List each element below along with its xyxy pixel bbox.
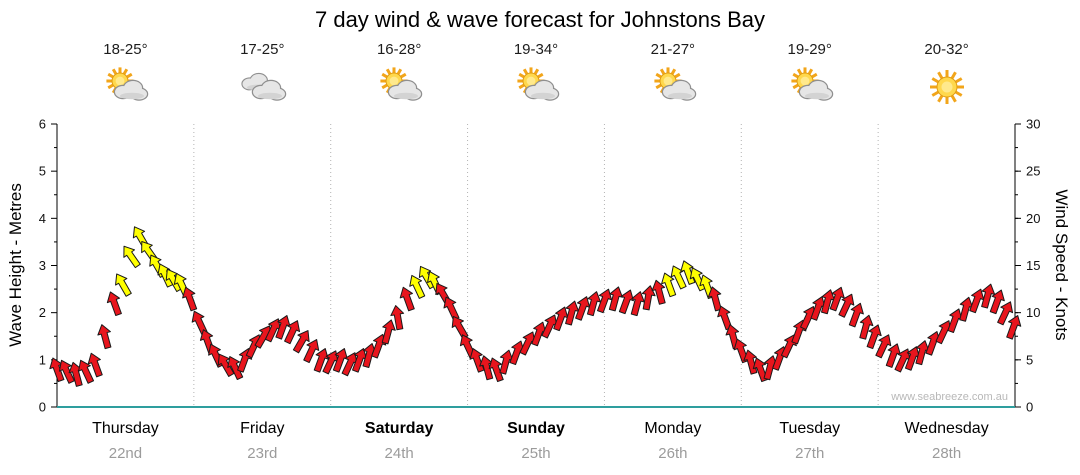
cloud-glyph [661,79,697,101]
right-tick-label: 25 [1026,164,1040,179]
day-date: 27th [795,445,825,462]
day-temperature: 19-34° [513,41,559,58]
wind-arrow [1006,315,1022,340]
wind-arrow [981,283,996,309]
wind-arrow [97,324,112,350]
day-name: Friday [240,420,285,437]
temperature-row: 18-25° 17-25° 16-28° 19-34° 21-27° 19-29° 20-3… [57,41,1015,58]
day-name: Saturday [364,420,434,437]
day-date: 24th [384,445,414,462]
wind-arrow [997,301,1014,326]
day-name: Wednesday [904,420,989,437]
day-names-row: Thursday Friday Saturday Sunday Monday Tuesda… [57,420,1015,438]
wind-arrow [292,330,310,354]
right-axis-title: Wind Speed - Knots [1052,189,1071,341]
wind-arrow [78,359,95,384]
wind-arrow [670,265,687,290]
wind-arrow [586,291,602,317]
wind-arrow [989,289,1005,315]
wind-arrow [618,289,634,315]
wind-arrow [284,320,301,345]
wind-arrow [641,285,656,311]
wind-arrow [838,293,855,318]
left-tick-label: 3 [39,258,46,273]
cloud-glyph [387,79,423,101]
wind-arrow [182,286,198,312]
wind-arrow [661,272,677,298]
wind-arrow [227,356,244,381]
right-tick-label: 10 [1026,305,1040,320]
day-temperature: 19-29° [787,41,832,58]
wind-arrow [848,302,864,328]
day-date: 28th [931,445,962,462]
wind-arrow [707,286,722,312]
wind-arrow [123,245,141,269]
right-tick-label: 15 [1026,258,1040,273]
wind-arrow [399,286,415,312]
wind-arrow [875,334,892,359]
wind-arrow [58,359,75,384]
day-temperature: 16-28° [376,41,422,58]
left-axis-title: Wave Height - Metres [6,183,25,347]
day-temperature: 17-25° [240,41,285,58]
left-tick-label: 5 [39,164,46,179]
wind-arrow [451,315,469,340]
wind-arrow [597,288,613,314]
wind-arrow [303,339,320,364]
wind-arrow [87,352,103,378]
partly-cloudy-icon [57,60,194,114]
wind-arrow [752,357,768,383]
cloud-glyph [798,79,833,101]
day-date: 23rd [247,445,278,462]
day-name: Tuesday [779,420,841,437]
cloud-glyph [524,79,560,101]
wind-arrow [630,291,645,317]
wind-arrow [488,357,504,383]
weather-icons-row [57,60,1015,114]
left-tick-label: 1 [39,352,46,367]
wind-arrow [106,291,122,317]
wind-arrow [829,286,845,312]
page-title: 7 day wind & wave forecast for Johnstons… [314,7,765,32]
cloud-glyph [252,79,287,101]
wind-arrow [651,279,666,305]
day-date: 26th [658,445,688,462]
partly-cloudy-icon [741,60,878,114]
day-dates-row: 22nd 23rd 24th 25th 26th 27th 28th [57,445,1015,462]
watermark: www.seabreeze.com.au [891,391,1008,403]
day-name: Monday [644,420,702,437]
right-tick-label: 30 [1026,117,1040,132]
day-temperature: 18-25° [103,41,148,58]
wind-arrow [409,274,426,299]
partly-cloudy-icon [604,60,741,114]
day-name: Thursday [92,420,159,437]
cloudy-icon [194,60,331,114]
wind-arrow [381,319,396,345]
day-name: Sunday [507,420,565,437]
right-tick-label: 20 [1026,211,1040,226]
wind-arrow [313,348,329,373]
left-tick-label: 4 [39,211,46,226]
left-tick-label: 6 [39,117,46,132]
wind-arrow [859,314,874,340]
day-date: 25th [521,445,551,462]
cloud-glyph [114,79,149,101]
day-temperature: 20-32° [924,41,969,58]
wind-arrow [115,273,132,297]
sun-glyph [929,70,964,104]
partly-cloudy-icon [468,60,605,114]
wind-arrow [866,324,882,350]
day-temperature: 21-27° [650,41,696,58]
wind-arrow [608,286,623,312]
left-tick-label: 0 [39,400,46,415]
left-tick-label: 2 [39,305,46,320]
right-tick-label: 5 [1026,352,1033,367]
wind-arrow [390,305,405,331]
partly-cloudy-icon [331,60,468,114]
right-tick-label: 0 [1026,400,1033,415]
sunny-icon [878,60,1015,114]
day-date: 22nd [108,445,143,462]
